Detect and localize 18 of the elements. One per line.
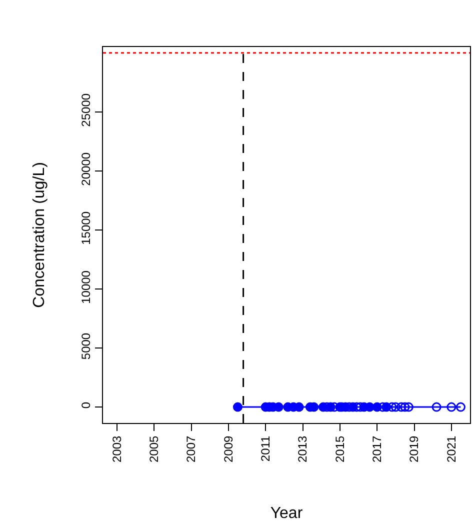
y-tick-label: 10000 — [79, 270, 94, 304]
x-tick-label: 2007 — [184, 435, 198, 463]
x-tick-label: 2015 — [332, 435, 347, 463]
x-tick-label: 2021 — [444, 435, 458, 463]
y-tick-label: 15000 — [79, 211, 94, 245]
x-tick-label: 2003 — [110, 435, 124, 463]
y-tick-label: 20000 — [79, 152, 94, 186]
x-tick-label: 2011 — [258, 435, 272, 462]
x-tick-label: 2009 — [221, 435, 236, 463]
y-tick-label: 25000 — [79, 93, 94, 127]
y-tick-label: 0 — [79, 402, 94, 409]
x-tick-label: 2017 — [370, 435, 384, 463]
x-tick-label: 2019 — [407, 435, 422, 463]
x-tick-label: 2005 — [147, 435, 161, 463]
x-tick-label: 2013 — [296, 435, 310, 463]
x-axis-title: Year — [270, 505, 304, 522]
y-tick-label: 5000 — [79, 332, 94, 360]
y-axis-title: Concentration (ug/L) — [31, 162, 48, 308]
